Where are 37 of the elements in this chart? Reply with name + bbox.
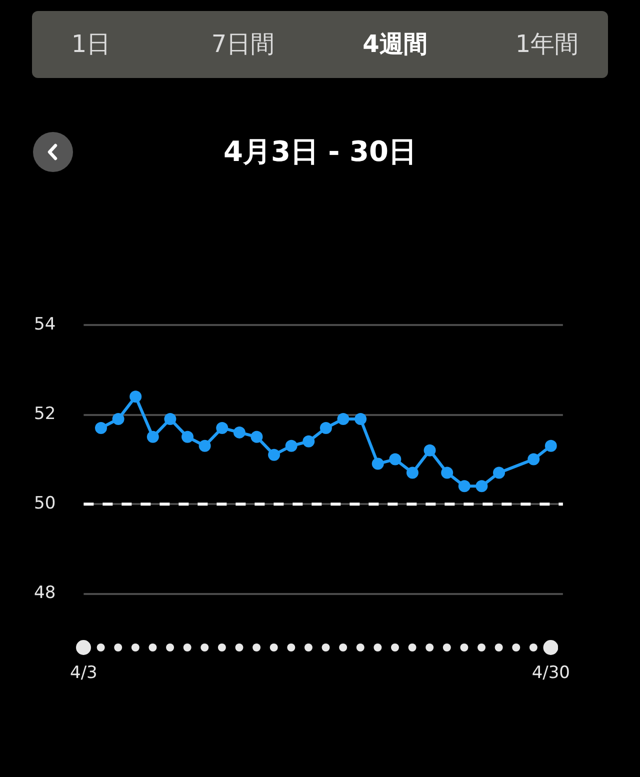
x-tick-label: 4/30 <box>532 663 570 684</box>
point <box>302 435 315 448</box>
y-tick-label: 52 <box>34 404 56 424</box>
point <box>372 458 384 470</box>
point <box>406 466 418 479</box>
point <box>424 444 436 456</box>
y-tick-label: 48 <box>34 583 56 604</box>
text: 1日 <box>71 29 111 59</box>
text: 1年間 <box>515 29 579 59</box>
point <box>146 430 159 443</box>
point <box>130 390 142 403</box>
point <box>216 422 228 434</box>
point <box>493 466 505 479</box>
y-tick-label: 50 <box>34 493 56 514</box>
point <box>337 413 350 426</box>
point <box>285 440 298 452</box>
chart-title: 4月3日 - 30日 <box>223 135 417 169</box>
point <box>164 413 176 426</box>
point <box>354 413 367 426</box>
point <box>389 453 402 466</box>
point <box>94 422 107 434</box>
point <box>268 448 280 461</box>
text: 4週間 <box>362 29 428 59</box>
text: 7日間 <box>211 29 275 59</box>
point <box>476 480 488 492</box>
point <box>528 453 540 466</box>
point <box>198 440 211 452</box>
point <box>544 440 557 452</box>
point <box>233 426 246 438</box>
point <box>441 466 454 479</box>
point <box>320 422 332 434</box>
point <box>182 430 194 443</box>
point <box>112 413 124 426</box>
y-tick-label: 54 <box>34 314 56 334</box>
point <box>458 480 470 492</box>
x-tick-label: 4/3 <box>70 663 98 684</box>
point <box>250 430 263 443</box>
